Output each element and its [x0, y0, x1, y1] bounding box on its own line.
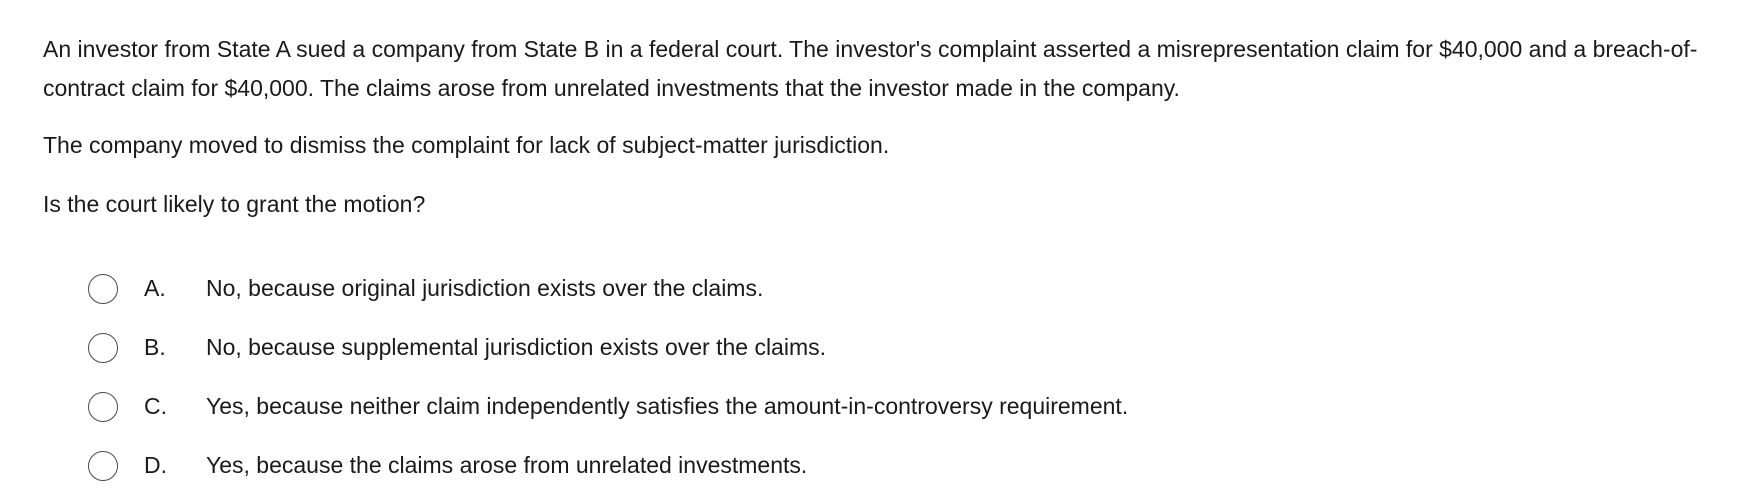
question-prompt: Is the court likely to grant the motion?: [43, 191, 426, 217]
answer-options: A. No, because original jurisdiction exi…: [88, 259, 1688, 495]
question-stem: An investor from State A sued a company …: [43, 30, 1733, 224]
question-paragraph: An investor from State A sued a company …: [43, 36, 1698, 101]
option-letter: D.: [144, 452, 167, 478]
question-paragraph: The company moved to dismiss the complai…: [43, 132, 890, 158]
option-text: No, because original jurisdiction exists…: [206, 275, 764, 301]
answer-option-a[interactable]: A. No, because original jurisdiction exi…: [88, 259, 1688, 318]
answer-option-c[interactable]: C. Yes, because neither claim independen…: [88, 377, 1688, 436]
radio-button[interactable]: [88, 450, 118, 481]
radio-button[interactable]: [88, 391, 118, 422]
option-letter: B.: [144, 334, 166, 360]
option-letter: C.: [144, 393, 167, 419]
option-text: Yes, because neither claim independently…: [206, 393, 1129, 419]
option-text: No, because supplemental jurisdiction ex…: [206, 334, 827, 360]
answer-option-b[interactable]: B. No, because supplemental jurisdiction…: [88, 318, 1688, 377]
radio-button[interactable]: [88, 273, 118, 304]
radio-button[interactable]: [88, 332, 118, 363]
option-text: Yes, because the claims arose from unrel…: [206, 452, 808, 478]
option-letter: A.: [144, 275, 166, 301]
answer-option-d[interactable]: D. Yes, because the claims arose from un…: [88, 436, 1688, 495]
